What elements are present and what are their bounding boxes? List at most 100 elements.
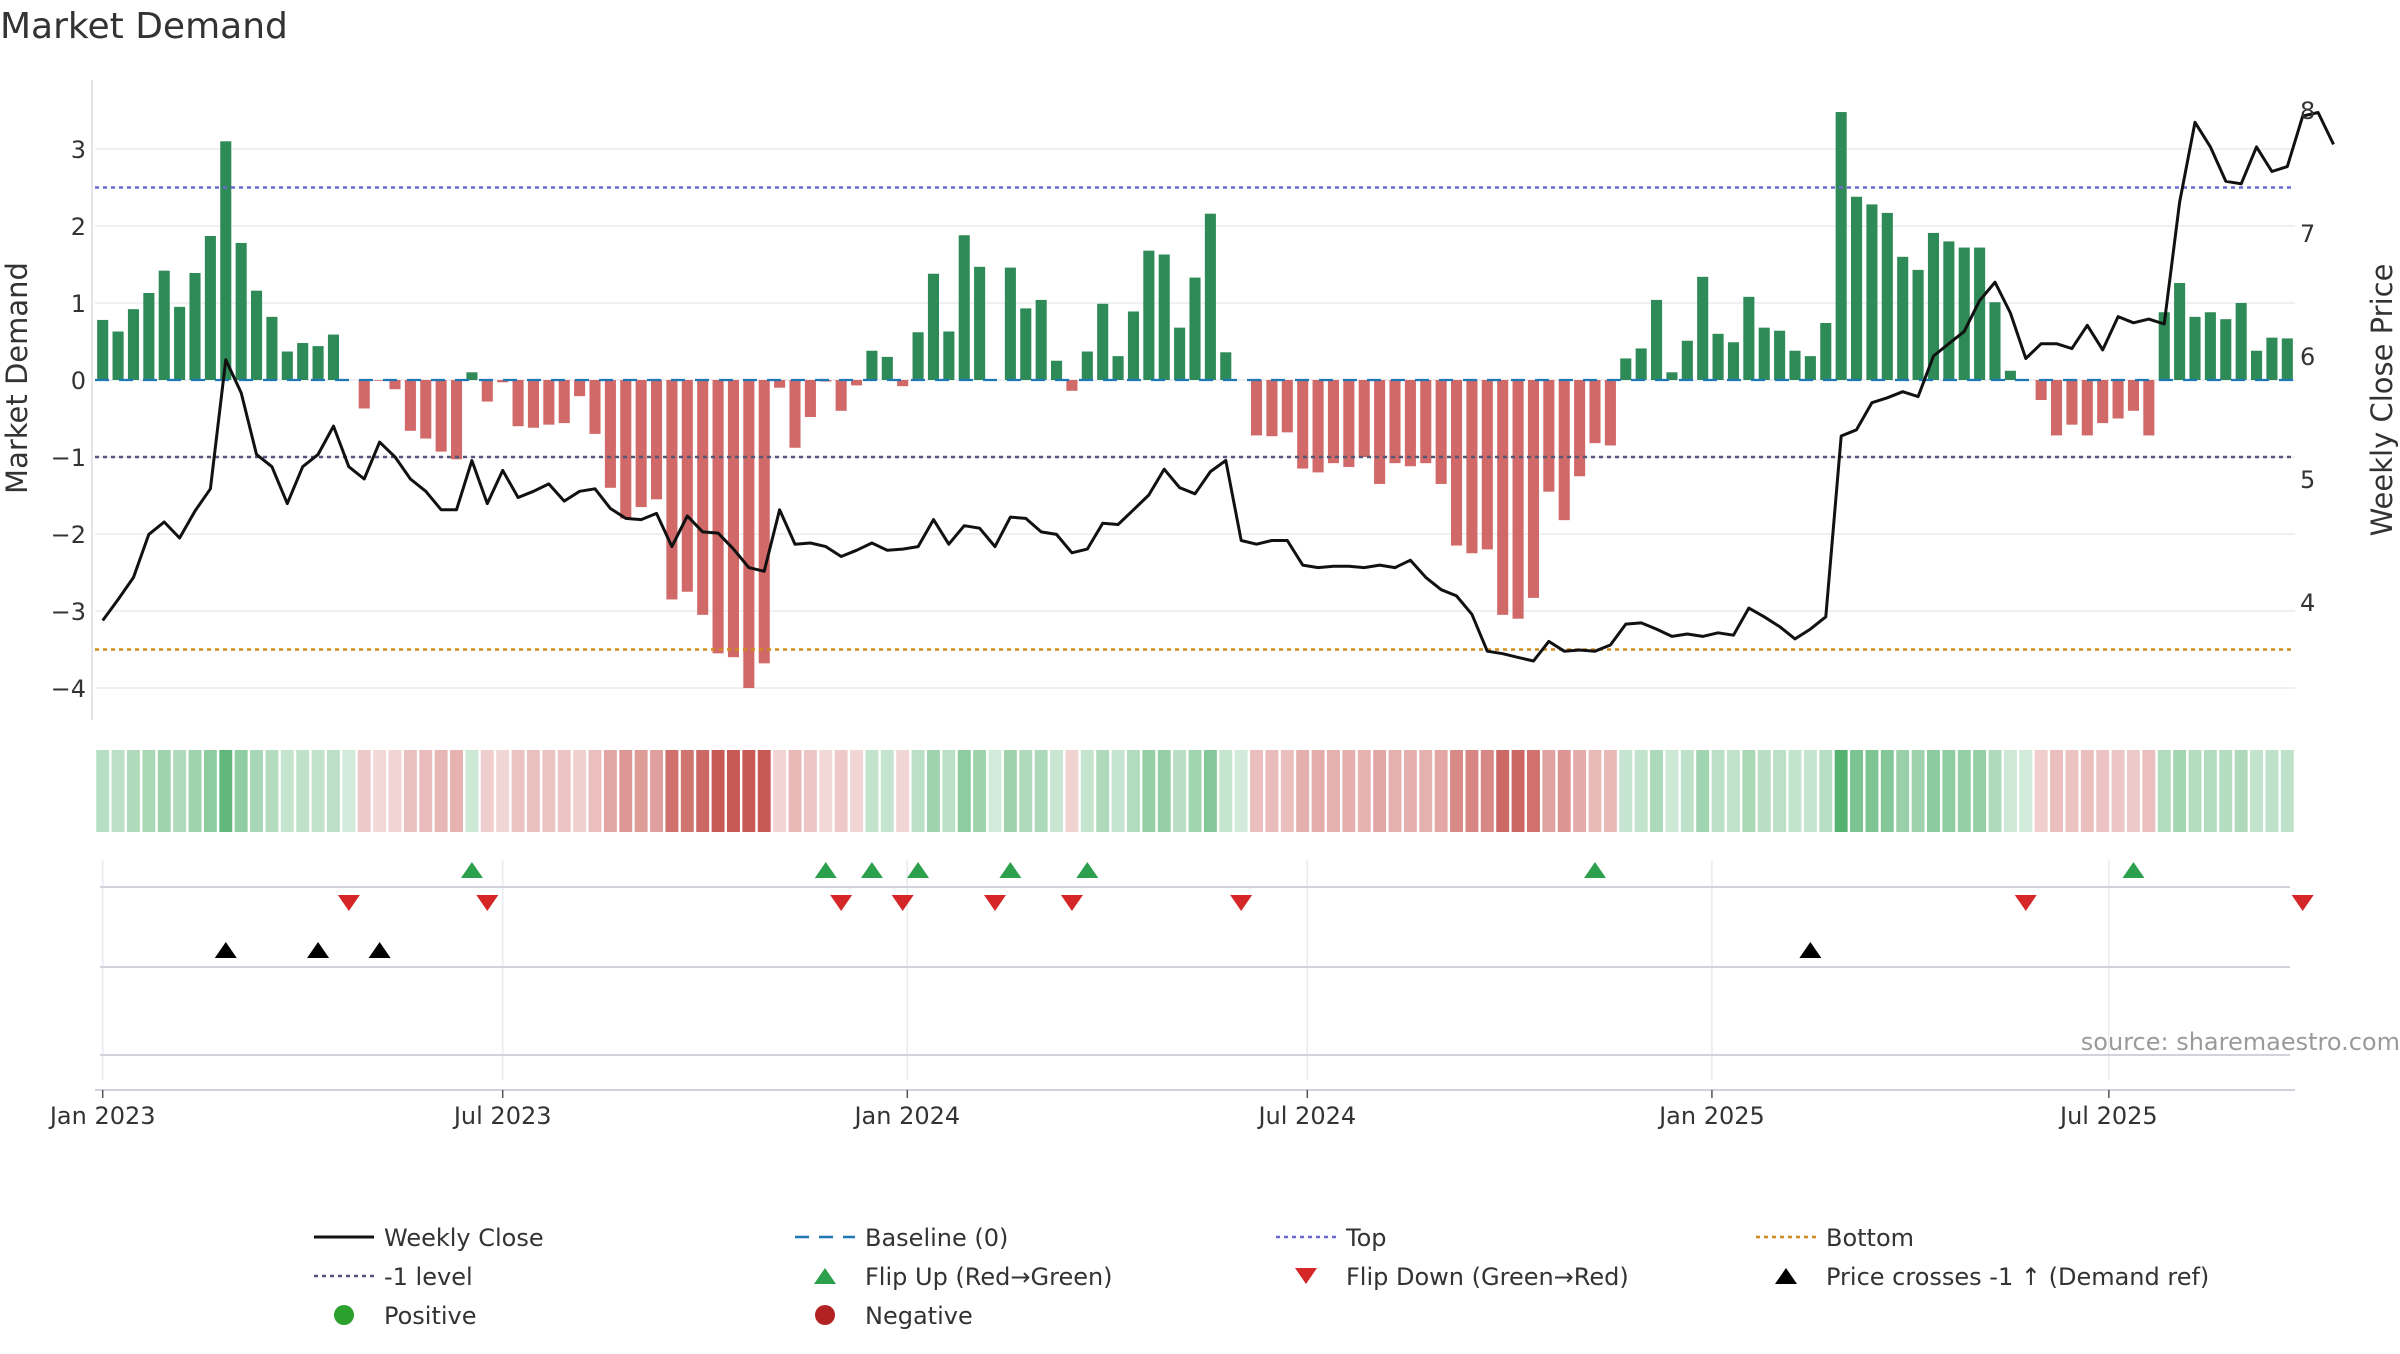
strip-cell	[1265, 750, 1279, 832]
strip-cell	[973, 750, 987, 832]
strip-cell	[403, 750, 417, 832]
strip-cell	[573, 750, 587, 832]
demand-bar	[2035, 380, 2047, 401]
strip-cell	[419, 750, 433, 832]
demand-bar	[1881, 212, 1893, 380]
strip-cell	[1634, 750, 1648, 832]
demand-bar	[1066, 380, 1078, 391]
strip-cell	[1034, 750, 1048, 832]
strip-cell	[634, 750, 648, 832]
legend-label: Negative	[865, 1302, 973, 1330]
demand-bar	[158, 270, 170, 380]
strip-cell	[1542, 750, 1556, 832]
strip-cell	[1127, 750, 1140, 832]
strip-cell	[2265, 750, 2279, 832]
y-tick-label: −2	[51, 521, 86, 549]
y-tick-label: 1	[71, 290, 86, 318]
demand-bar	[2174, 282, 2186, 380]
strip-cell	[157, 750, 171, 832]
legend-triangle-down-icon	[1295, 1268, 1317, 1284]
strip-cell	[2280, 750, 2294, 832]
price-cross-marker	[214, 942, 237, 958]
x-tick-label: Jul 2025	[2058, 1102, 2158, 1130]
flip-up-marker	[814, 862, 837, 878]
demand-bar	[1143, 250, 1155, 380]
demand-bar	[1774, 330, 1786, 380]
x-tick-label: Jan 2023	[48, 1102, 156, 1130]
demand-bar	[2189, 316, 2201, 380]
legend-triangle-up-icon	[814, 1268, 836, 1284]
demand-bar	[774, 380, 786, 388]
strip-cell	[773, 750, 787, 832]
source-credit: source: sharemaestro.com	[2081, 1028, 2400, 1056]
demand-bar	[712, 380, 724, 654]
event-markers	[100, 862, 2314, 1056]
strip-cell	[357, 750, 371, 832]
y-tick-label: 0	[71, 367, 86, 395]
strip-cell	[1942, 750, 1956, 832]
demand-bar	[866, 350, 878, 380]
strip-cell	[603, 750, 617, 832]
strip-cell	[1342, 750, 1356, 832]
demand-bar	[497, 380, 509, 383]
legend-label: Baseline (0)	[865, 1224, 1008, 1252]
strip-cell	[1142, 750, 1156, 832]
demand-bar	[1927, 232, 1939, 380]
legend-item: Baseline (0)	[795, 1224, 1008, 1252]
demand-bar	[1974, 247, 1986, 380]
strip-cell	[265, 750, 279, 832]
strip-cell	[2050, 750, 2063, 832]
y-tick-label: −3	[51, 598, 86, 626]
strip-cell	[1419, 750, 1433, 832]
demand-bar	[2158, 312, 2170, 380]
demand-bar	[251, 290, 263, 380]
weekly-close-series	[101, 111, 2335, 663]
demand-bar	[112, 331, 124, 380]
strip-cell	[2096, 750, 2110, 832]
demand-bar	[189, 272, 201, 380]
strip-cell	[480, 750, 494, 832]
demand-bar	[2066, 380, 2078, 425]
strip-cell	[1742, 750, 1756, 832]
demand-bar	[1189, 277, 1201, 380]
strip-cell	[927, 750, 940, 832]
demand-bar	[1666, 372, 1678, 380]
strip-cell	[788, 750, 802, 832]
demand-bar	[743, 380, 755, 688]
flip-down-marker	[1230, 895, 1253, 911]
demand-bar	[1958, 247, 1970, 380]
strip-cell	[296, 750, 310, 832]
strip-cell	[880, 750, 894, 832]
strip-cell	[1603, 750, 1617, 832]
chart-title: Market Demand	[0, 6, 288, 47]
strip-cell	[203, 750, 217, 832]
strip-cell	[2019, 750, 2033, 832]
strip-cell	[1050, 750, 1063, 832]
demand-bar	[1851, 196, 1863, 380]
demand-bar	[1697, 276, 1709, 380]
y-axis-title: Market Demand	[0, 262, 34, 494]
demand-bar	[127, 309, 139, 380]
demand-bar	[1220, 352, 1232, 380]
strip-cell	[2080, 750, 2094, 832]
demand-bar	[1112, 356, 1124, 380]
demand-bar	[666, 380, 678, 600]
demand-bar	[1035, 299, 1047, 380]
strip-cell	[496, 750, 510, 832]
strip-cell	[1911, 750, 1925, 832]
demand-bar	[1358, 380, 1370, 457]
legend-dot-icon	[815, 1305, 835, 1325]
demand-bar	[1866, 204, 1878, 380]
strip-cell	[1757, 750, 1771, 832]
flip-up-marker	[907, 862, 930, 878]
legend-dot-icon	[334, 1305, 354, 1325]
strip-cell	[280, 750, 294, 832]
demand-bar	[374, 380, 386, 381]
demand-bar	[1989, 302, 2001, 380]
axes: 3 2 1 0 −1 −2 −3 −4 8 7 6 5 4	[51, 80, 2315, 720]
demand-bar	[1420, 380, 1432, 464]
strip-cell	[1496, 750, 1510, 832]
demand-bar	[1097, 303, 1109, 380]
strip-cell	[173, 750, 187, 832]
legend-label: Positive	[384, 1302, 477, 1330]
